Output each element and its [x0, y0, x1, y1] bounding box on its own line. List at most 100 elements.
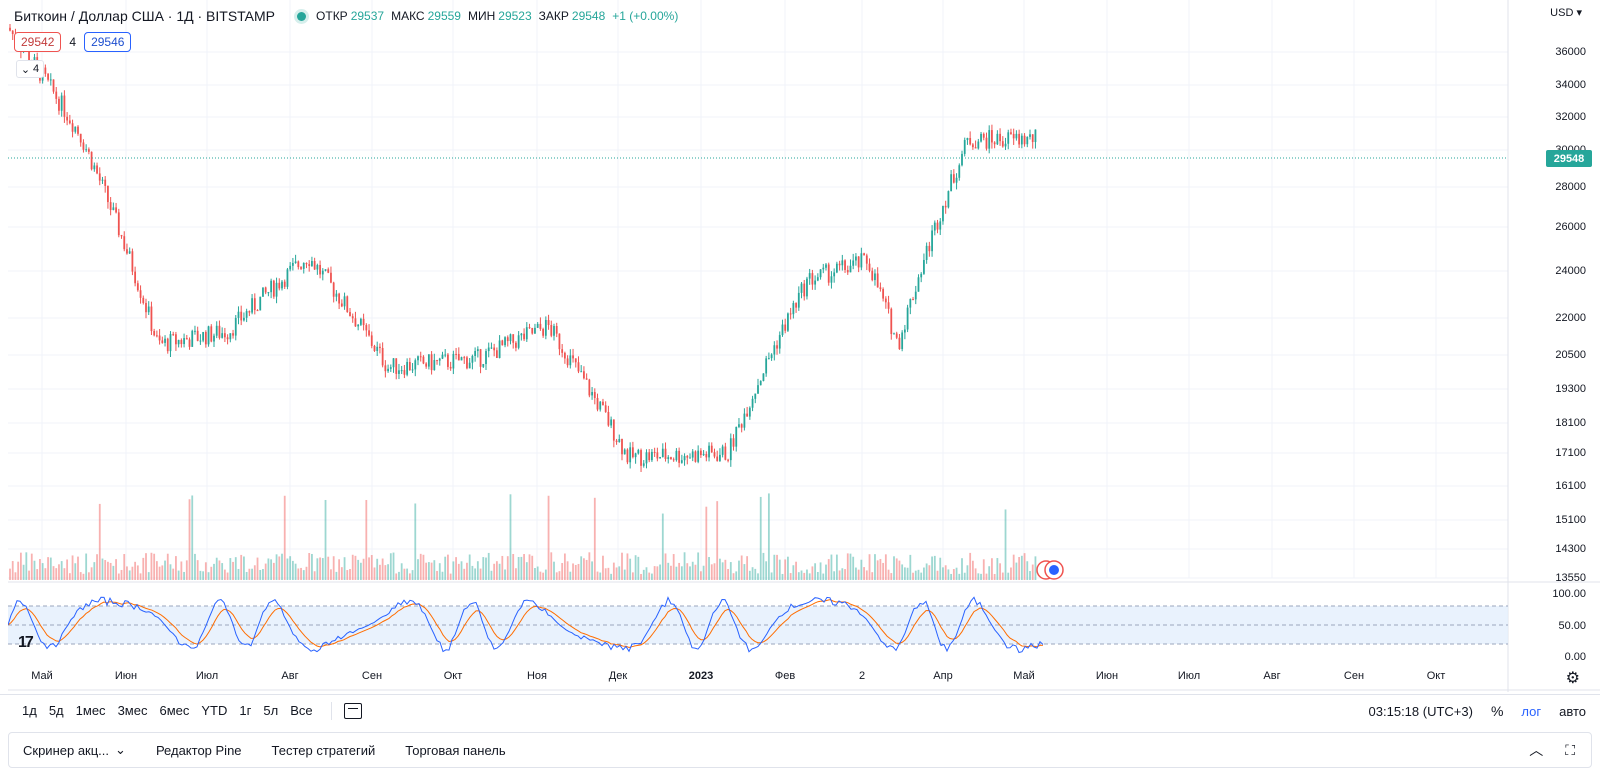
stoch-d-line: [8, 599, 1044, 649]
volume-bar: [977, 573, 980, 580]
candle-body: [697, 450, 700, 462]
volume-bar: [906, 567, 909, 580]
range-button[interactable]: Все: [290, 703, 313, 718]
volume-bar: [291, 560, 294, 580]
panel-tab[interactable]: Тестер стратегий: [272, 742, 376, 758]
price-chart[interactable]: [8, 0, 1600, 692]
auto-toggle[interactable]: авто: [1559, 703, 1586, 719]
price-axis-label: 15100: [1555, 514, 1586, 526]
range-button[interactable]: 1г: [239, 703, 252, 718]
candle-body: [98, 173, 101, 181]
calendar-icon[interactable]: [343, 702, 362, 719]
volume-bar: [517, 556, 520, 580]
currency-selector[interactable]: USD ▾: [1550, 6, 1582, 19]
percent-toggle[interactable]: %: [1490, 703, 1504, 719]
volume-bar: [155, 561, 158, 580]
volume-bar: [395, 573, 398, 580]
candle-body: [808, 273, 811, 279]
volume-bar: [631, 572, 634, 580]
volume-bar: [33, 560, 36, 580]
candle-body: [795, 303, 797, 308]
candle-body: [944, 205, 947, 208]
indicators-collapse-button[interactable]: ⌄ 4: [16, 60, 44, 78]
range-button[interactable]: 5л: [263, 703, 279, 718]
volume-bar: [215, 557, 218, 580]
volume-bar: [615, 567, 618, 580]
candle-body: [710, 445, 713, 453]
chevron-down-icon: ⌄: [115, 742, 126, 757]
symbol-legend[interactable]: Биткоин / Доллар США · 1Д · BITSTAMP ОТК…: [14, 8, 682, 24]
volume-bar: [117, 573, 120, 580]
candle-body: [544, 319, 547, 336]
candle-body: [226, 337, 229, 340]
chart-area[interactable]: [8, 0, 1600, 692]
price-axis-label: 19300: [1555, 383, 1586, 395]
gear-icon[interactable]: ⚙: [1565, 670, 1580, 687]
volume-bar: [49, 557, 52, 580]
candle-body: [128, 251, 131, 254]
range-button[interactable]: 6мес: [159, 703, 190, 718]
volume-bar: [1010, 567, 1012, 580]
panel-tab[interactable]: Торговая панель: [405, 742, 505, 758]
ohlc-values: ОТКР 29537 МАКС 29559 МИН 29523 ЗАКР 29548 +1 (+…: [316, 9, 682, 23]
price-axis-label: 16100: [1555, 480, 1586, 492]
time-axis[interactable]: Май Июн Июл Авг Сен Окт Ноя Дек 2023 Фев 2 Апр Май Ию…: [0, 668, 1600, 688]
panel-tab[interactable]: Скринер акц... ⌄: [23, 742, 126, 758]
volume-bar: [542, 572, 545, 580]
tradingview-logo-icon[interactable]: 17: [18, 634, 34, 651]
volume-bar: [515, 568, 517, 580]
clock-time[interactable]: 03:15:18 (UTC+3): [1368, 703, 1473, 719]
candle-body: [1010, 132, 1012, 134]
volume-bar: [917, 569, 920, 580]
candle-body: [574, 358, 577, 363]
candle-body: [534, 327, 536, 334]
volume-bar: [447, 554, 449, 580]
ohlc-value: 29537: [350, 9, 385, 23]
buy-price[interactable]: 29546: [84, 32, 132, 52]
candle-body: [425, 363, 428, 367]
sell-price[interactable]: 29542: [14, 32, 62, 52]
candle-body: [993, 142, 996, 145]
volume-bar: [85, 553, 88, 580]
volume-bar: [585, 559, 588, 580]
volume-bar: [120, 569, 123, 580]
candle-body: [150, 306, 153, 332]
range-button[interactable]: 1д: [22, 703, 37, 718]
volume-bar: [504, 569, 506, 580]
range-button[interactable]: 1мес: [75, 703, 106, 718]
volume-bar: [389, 553, 392, 580]
candle-body: [463, 357, 466, 359]
volume-bar: [14, 572, 17, 580]
maximize-icon[interactable]: ⛶: [1565, 741, 1575, 758]
candle-body: [757, 385, 759, 394]
range-button[interactable]: 5д: [48, 703, 64, 718]
volume-bar: [305, 566, 308, 580]
time-axis-label: Апр: [933, 670, 953, 682]
candle-body: [743, 413, 746, 428]
range-button[interactable]: YTD: [201, 703, 228, 718]
symbol-title[interactable]: Биткоин / Доллар США · 1Д · BITSTAMP: [14, 8, 276, 24]
volume-bar: [321, 558, 324, 580]
volume-bar: [925, 563, 928, 580]
candle-body: [281, 281, 283, 289]
volume-bar: [199, 570, 202, 580]
chevron-up-icon[interactable]: ︿: [1529, 742, 1544, 758]
candle-body: [797, 292, 800, 308]
candle-body: [158, 335, 161, 341]
volume-bar: [126, 566, 128, 580]
candle-body: [787, 313, 789, 331]
candle-body: [237, 311, 240, 318]
quote-boxes: 29542 4 29546: [14, 32, 132, 52]
candle-body: [754, 393, 757, 399]
volume-bar: [874, 554, 876, 580]
range-button[interactable]: 3мес: [117, 703, 148, 718]
volume-bar: [436, 570, 438, 580]
candle-body: [115, 207, 117, 213]
candle-body: [670, 457, 672, 460]
candle-body: [403, 370, 406, 375]
panel-tab[interactable]: Редактор Pine: [156, 742, 242, 758]
candle-body: [68, 120, 71, 124]
candle-body: [319, 264, 321, 275]
volume-bar: [686, 563, 689, 580]
log-toggle[interactable]: лог: [1521, 703, 1542, 719]
